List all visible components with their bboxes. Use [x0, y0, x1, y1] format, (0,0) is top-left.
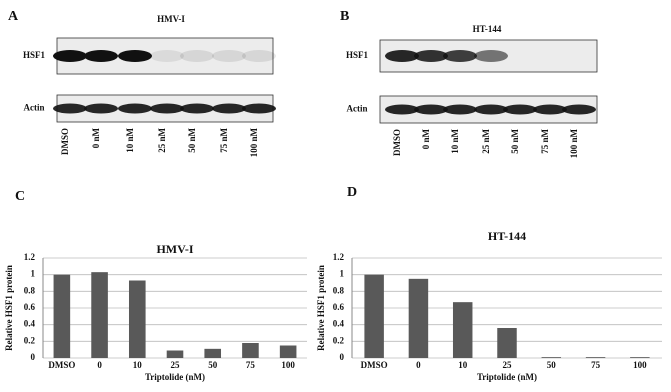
x-tick-label: 10	[458, 360, 468, 370]
x-tick-label: 50	[547, 360, 557, 370]
x-tick-label: 0	[97, 360, 102, 370]
band	[443, 105, 477, 115]
row-label: HSF1	[346, 50, 369, 60]
band	[503, 105, 537, 115]
lane-label: 100 nM	[249, 127, 259, 157]
lane-label: 75 nM	[540, 128, 550, 153]
band	[385, 50, 419, 62]
blot-title: HT-144	[473, 24, 502, 34]
lane-label: 50 nM	[187, 127, 197, 152]
band	[474, 105, 508, 115]
band	[180, 50, 214, 62]
row-label: Actin	[24, 103, 45, 113]
bar	[630, 357, 649, 358]
x-axis-label: Triptolide (nM)	[477, 372, 537, 382]
band	[385, 105, 419, 115]
y-tick-label: 1.2	[333, 252, 345, 262]
row-label: HSF1	[23, 50, 46, 60]
x-tick-label: 50	[208, 360, 218, 370]
y-tick-label: 0.8	[24, 285, 36, 295]
y-tick-label: 0.2	[333, 335, 345, 345]
x-tick-label: 0	[416, 360, 421, 370]
band	[212, 104, 246, 114]
x-tick-label: 25	[503, 360, 513, 370]
band	[562, 105, 596, 115]
y-tick-label: 1	[31, 269, 36, 279]
band	[242, 104, 276, 114]
y-tick-label: 1.2	[24, 252, 36, 262]
x-tick-label: 25	[171, 360, 181, 370]
y-tick-label: 0.2	[24, 335, 36, 345]
y-axis-label: Relative HSF1 protein	[316, 265, 326, 351]
lane-label: DMSO	[60, 128, 70, 155]
x-tick-label: DMSO	[48, 360, 75, 370]
lane-label: 50 nM	[510, 128, 520, 153]
band	[53, 50, 87, 62]
lane-label: 0 nM	[421, 128, 431, 149]
band	[212, 50, 246, 62]
bar	[91, 272, 108, 358]
x-tick-label: 10	[133, 360, 143, 370]
bar	[497, 328, 516, 358]
chart-title: HT-144	[488, 229, 526, 243]
band	[150, 50, 184, 62]
panel-letter: D	[347, 185, 357, 200]
figure: AHMV-IHSF1ActinDMSO0 nM10 nM25 nM50 nM75…	[0, 0, 671, 392]
blot-title: HMV-I	[157, 14, 185, 24]
band	[533, 105, 567, 115]
y-tick-label: 1	[340, 269, 345, 279]
row-label: Actin	[347, 104, 368, 114]
bar	[364, 275, 383, 358]
lane-label: 75 nM	[219, 127, 229, 152]
lane-label: 25 nM	[157, 127, 167, 152]
panel-letter: C	[15, 189, 25, 204]
band	[150, 104, 184, 114]
y-tick-label: 0	[340, 352, 345, 362]
band	[180, 104, 214, 114]
lane-label: DMSO	[392, 129, 402, 156]
x-tick-label: 100	[281, 360, 295, 370]
y-tick-label: 0.8	[333, 285, 345, 295]
bar	[129, 281, 146, 359]
band	[84, 104, 118, 114]
band	[414, 105, 448, 115]
y-tick-label: 0.6	[333, 302, 345, 312]
lane-label: 10 nM	[450, 128, 460, 153]
x-axis-label: Triptolide (nM)	[145, 372, 205, 382]
band	[414, 50, 448, 62]
band	[443, 50, 477, 62]
y-tick-label: 0	[31, 352, 36, 362]
bar	[542, 357, 561, 358]
lane-label: 100 nM	[569, 128, 579, 158]
bar	[280, 346, 297, 359]
bar	[586, 357, 605, 358]
x-tick-label: DMSO	[361, 360, 388, 370]
bar	[204, 349, 221, 358]
x-tick-label: 75	[246, 360, 256, 370]
y-tick-label: 0.4	[24, 319, 36, 329]
bar	[453, 302, 472, 358]
x-tick-label: 100	[633, 360, 647, 370]
band	[118, 104, 152, 114]
band	[242, 50, 276, 62]
y-tick-label: 0.4	[333, 319, 345, 329]
band	[474, 50, 508, 62]
band	[53, 104, 87, 114]
bar	[167, 351, 184, 359]
bar	[242, 343, 259, 358]
bar	[54, 275, 71, 358]
band	[84, 50, 118, 62]
x-tick-label: 75	[591, 360, 601, 370]
band	[118, 50, 152, 62]
panel-letter: A	[8, 9, 19, 24]
lane-label: 10 nM	[125, 127, 135, 152]
y-tick-label: 0.6	[24, 302, 36, 312]
lane-label: 0 nM	[91, 127, 101, 148]
y-axis-label: Relative HSF1 protein	[4, 265, 14, 351]
chart-title: HMV-I	[156, 242, 193, 256]
panel-letter: B	[340, 9, 349, 24]
bar	[409, 279, 428, 358]
lane-label: 25 nM	[481, 128, 491, 153]
